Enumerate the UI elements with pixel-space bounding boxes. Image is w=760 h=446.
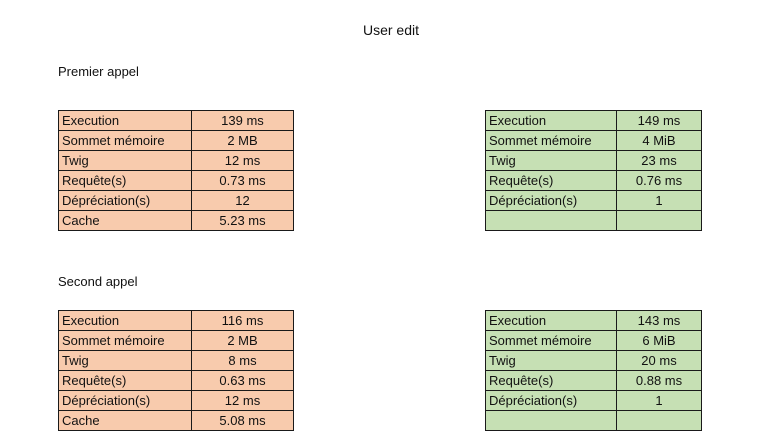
metric-value: 5.23 ms: [191, 210, 294, 231]
table-row: Requête(s) 0.76 ms: [485, 170, 702, 191]
metric-label: Execution: [485, 310, 617, 331]
table-row: Requête(s) 0.63 ms: [58, 370, 294, 391]
table-row: Sommet mémoire 4 MiB: [485, 130, 702, 151]
table-row: Cache 5.23 ms: [58, 210, 294, 231]
metric-label: Dépréciation(s): [58, 390, 192, 411]
metric-label: Twig: [58, 350, 192, 371]
metrics-table-premier-appel-orange: Execution 139 ms Sommet mémoire 2 MB Twi…: [58, 110, 294, 231]
metric-label: Sommet mémoire: [58, 130, 192, 151]
metric-value: 0.73 ms: [191, 170, 294, 191]
metric-label: Requête(s): [58, 170, 192, 191]
table-row: Twig 20 ms: [485, 350, 702, 371]
table-row: Execution 139 ms: [58, 110, 294, 131]
metric-value: 20 ms: [616, 350, 702, 371]
page-title: User edit: [362, 22, 420, 38]
metric-label: Sommet mémoire: [485, 130, 617, 151]
metric-value: 23 ms: [616, 150, 702, 171]
table-row: Dépréciation(s) 12: [58, 190, 294, 211]
metric-label: Requête(s): [58, 370, 192, 391]
metric-label: Sommet mémoire: [485, 330, 617, 351]
table-row: [485, 410, 702, 431]
metric-label: Execution: [58, 110, 192, 131]
table-row: Dépréciation(s) 1: [485, 190, 702, 211]
table-row: Requête(s) 0.73 ms: [58, 170, 294, 191]
table-row: Sommet mémoire 2 MB: [58, 330, 294, 351]
table-row: Dépréciation(s) 1: [485, 390, 702, 411]
metric-value: 116 ms: [191, 310, 294, 331]
table-row: [485, 210, 702, 231]
metric-label: Dépréciation(s): [58, 190, 192, 211]
metric-label: [485, 210, 617, 231]
metric-value: 6 MiB: [616, 330, 702, 351]
metric-value: [616, 210, 702, 231]
metric-value: 8 ms: [191, 350, 294, 371]
metric-value: 149 ms: [616, 110, 702, 131]
metric-label: [485, 410, 617, 431]
metrics-table-premier-appel-green: Execution 149 ms Sommet mémoire 4 MiB Tw…: [485, 110, 702, 231]
metric-value: 12 ms: [191, 150, 294, 171]
metric-label: Requête(s): [485, 370, 617, 391]
metric-value: 1: [616, 190, 702, 211]
metric-label: Requête(s): [485, 170, 617, 191]
metric-label: Twig: [58, 150, 192, 171]
table-row: Execution 116 ms: [58, 310, 294, 331]
metric-label: Sommet mémoire: [58, 330, 192, 351]
metric-value: 139 ms: [191, 110, 294, 131]
section-title-second-appel: Second appel: [58, 274, 138, 289]
metric-label: Cache: [58, 410, 192, 431]
table-row: Twig 8 ms: [58, 350, 294, 371]
section-title-premier-appel: Premier appel: [58, 64, 139, 79]
table-row: Requête(s) 0.88 ms: [485, 370, 702, 391]
metrics-table-second-appel-orange: Execution 116 ms Sommet mémoire 2 MB Twi…: [58, 310, 294, 431]
metric-value: [616, 410, 702, 431]
metric-value: 2 MB: [191, 130, 294, 151]
metric-value: 4 MiB: [616, 130, 702, 151]
metric-label: Dépréciation(s): [485, 390, 617, 411]
table-row: Sommet mémoire 6 MiB: [485, 330, 702, 351]
metric-value: 12 ms: [191, 390, 294, 411]
metric-label: Twig: [485, 350, 617, 371]
metric-value: 2 MB: [191, 330, 294, 351]
metric-label: Twig: [485, 150, 617, 171]
table-row: Execution 149 ms: [485, 110, 702, 131]
table-row: Twig 12 ms: [58, 150, 294, 171]
table-row: Execution 143 ms: [485, 310, 702, 331]
metric-value: 143 ms: [616, 310, 702, 331]
table-row: Sommet mémoire 2 MB: [58, 130, 294, 151]
metric-value: 0.76 ms: [616, 170, 702, 191]
metric-value: 0.63 ms: [191, 370, 294, 391]
metric-value: 1: [616, 390, 702, 411]
metric-label: Execution: [58, 310, 192, 331]
table-row: Twig 23 ms: [485, 150, 702, 171]
metric-value: 12: [191, 190, 294, 211]
metric-value: 0.88 ms: [616, 370, 702, 391]
table-row: Cache 5.08 ms: [58, 410, 294, 431]
table-row: Dépréciation(s) 12 ms: [58, 390, 294, 411]
metric-value: 5.08 ms: [191, 410, 294, 431]
metrics-table-second-appel-green: Execution 143 ms Sommet mémoire 6 MiB Tw…: [485, 310, 702, 431]
metric-label: Cache: [58, 210, 192, 231]
metric-label: Dépréciation(s): [485, 190, 617, 211]
metric-label: Execution: [485, 110, 617, 131]
